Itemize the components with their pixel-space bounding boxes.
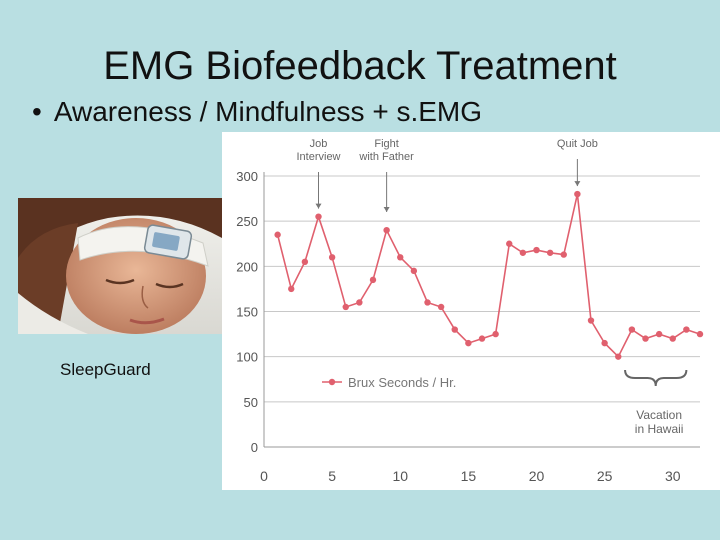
data-point bbox=[574, 190, 581, 198]
sleeping-woman-image bbox=[18, 198, 222, 334]
y-tick-label: 200 bbox=[236, 259, 258, 274]
legend-label: Brux Seconds / Hr. bbox=[348, 375, 456, 390]
annotation-label: Quit Job bbox=[557, 138, 598, 150]
data-point bbox=[587, 317, 595, 324]
data-point bbox=[519, 249, 527, 256]
y-tick-label: 150 bbox=[236, 305, 258, 320]
data-point bbox=[274, 231, 281, 238]
data-point bbox=[478, 335, 486, 342]
data-point bbox=[628, 326, 636, 333]
data-point bbox=[397, 254, 404, 261]
data-point bbox=[506, 240, 513, 247]
y-tick-label: 100 bbox=[236, 350, 258, 365]
data-point bbox=[437, 303, 445, 311]
brux-line-chart: 0 50 100 150 200 250 300 0 5 10 15 20 25 30 JobInterv… bbox=[236, 138, 704, 484]
vacation-brace bbox=[624, 369, 688, 387]
data-point bbox=[369, 276, 377, 284]
x-tick-label: 30 bbox=[665, 468, 681, 484]
annotation-arrowhead bbox=[315, 203, 322, 209]
data-point bbox=[356, 299, 363, 306]
data-point bbox=[410, 267, 418, 275]
data-point bbox=[655, 330, 663, 338]
data-point bbox=[383, 227, 390, 234]
x-tick-label: 20 bbox=[529, 468, 545, 484]
photo-caption: SleepGuard bbox=[60, 360, 151, 379]
legend-marker bbox=[328, 378, 336, 386]
x-tick-label: 0 bbox=[260, 468, 268, 484]
slide-title: EMG Biofeedback Treatment bbox=[103, 44, 617, 88]
data-point bbox=[683, 326, 690, 333]
data-point bbox=[328, 254, 336, 261]
annotation-label: Interview bbox=[296, 151, 340, 163]
sleepguard-photo bbox=[18, 198, 222, 334]
data-point bbox=[465, 339, 472, 347]
annotation-arrowhead bbox=[383, 207, 390, 212]
data-point bbox=[492, 330, 499, 338]
y-tick-label: 250 bbox=[236, 214, 258, 229]
chart-panel: 0 50 100 150 200 250 300 0 5 10 15 20 25 30 Job Interv… bbox=[222, 132, 720, 490]
y-tick-label: 50 bbox=[244, 395, 258, 410]
bullet-dot: • bbox=[32, 96, 42, 127]
data-point bbox=[642, 335, 649, 342]
y-tick-label: 300 bbox=[236, 169, 258, 184]
data-point bbox=[601, 339, 608, 347]
data-point bbox=[451, 326, 458, 333]
data-point bbox=[669, 335, 676, 342]
annotation-label: Job bbox=[310, 138, 328, 150]
data-point bbox=[615, 353, 622, 360]
y-tick-label: 0 bbox=[251, 440, 258, 455]
x-tick-label: 15 bbox=[461, 468, 477, 484]
annotation-label: Vacation bbox=[636, 408, 682, 422]
data-point bbox=[342, 303, 349, 311]
bullet-text: Awareness / Mindfulness + s.EMG bbox=[53, 96, 483, 127]
x-tick-label: 25 bbox=[597, 468, 613, 484]
data-point bbox=[301, 258, 309, 266]
data-point bbox=[315, 213, 322, 220]
x-tick-label: 10 bbox=[392, 468, 408, 484]
bullet-point: • Awareness / Mindfulness + s.EMG bbox=[32, 96, 482, 128]
data-point bbox=[288, 285, 295, 293]
data-point bbox=[546, 249, 554, 256]
annotation-label: with Father bbox=[358, 151, 414, 163]
data-point bbox=[560, 251, 567, 258]
x-tick-label: 5 bbox=[328, 468, 336, 484]
annotation-label: Fight bbox=[374, 138, 398, 150]
data-point bbox=[533, 246, 540, 254]
series-line-0 bbox=[276, 193, 701, 359]
data-point bbox=[424, 299, 431, 306]
data-point bbox=[696, 330, 704, 338]
annotation-label: in Hawaii bbox=[635, 422, 684, 436]
annotation-arrowhead bbox=[574, 181, 581, 187]
